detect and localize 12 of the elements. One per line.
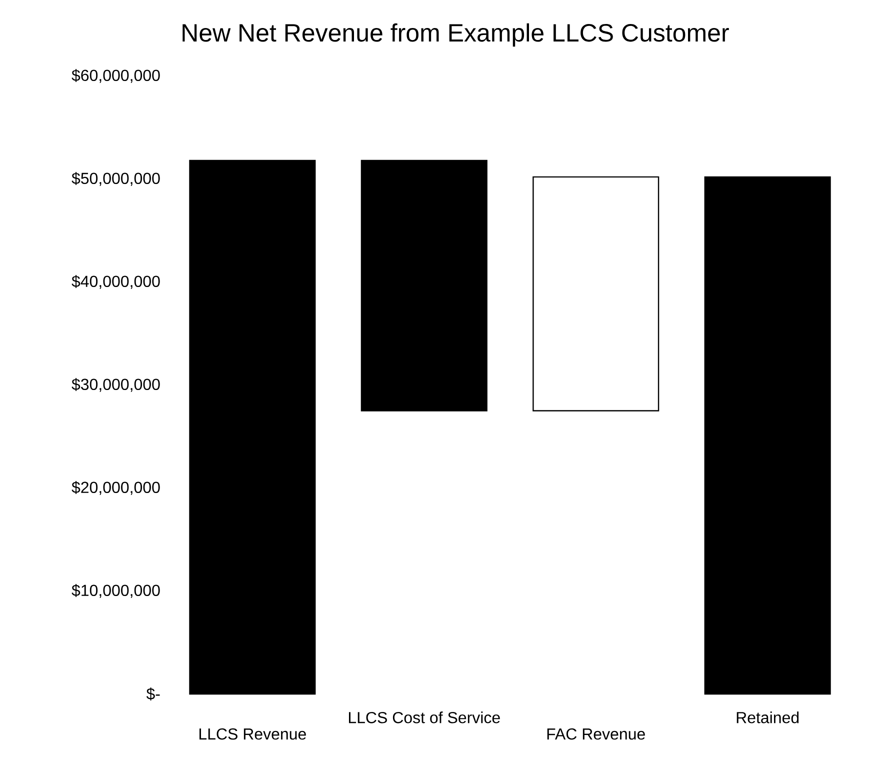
chart-title: New Net Revenue from Example LLCS Customer <box>182 23 729 47</box>
y-tick-label: $- <box>146 688 160 700</box>
y-tick-label: $40,000,000 <box>72 275 160 289</box>
y-tick-label: $60,000,000 <box>72 69 160 83</box>
x-tick-label: Retained <box>736 712 799 724</box>
x-tick-label: LLCS Cost of Service <box>348 712 500 724</box>
y-tick-label: $10,000,000 <box>72 584 160 598</box>
y-tick-label: $20,000,000 <box>72 481 160 495</box>
y-tick-label: $30,000,000 <box>72 378 160 392</box>
x-tick-label: LLCS Revenue <box>199 728 306 740</box>
x-tick-label: FAC Revenue <box>547 728 645 740</box>
y-tick-label: $50,000,000 <box>72 172 160 186</box>
